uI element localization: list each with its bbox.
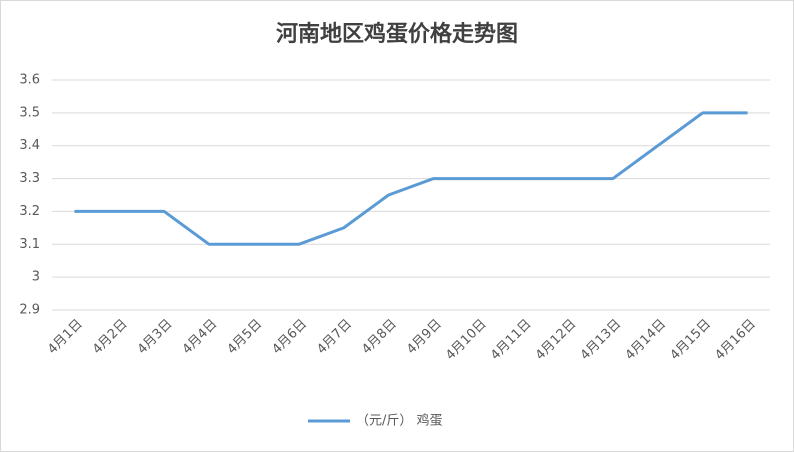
y-tick-label: 3.5 <box>19 105 40 120</box>
y-tick-label: 3.4 <box>19 138 40 153</box>
chart-title: 河南地区鸡蛋价格走势图 <box>276 21 518 47</box>
y-tick-label: 3 <box>32 270 40 285</box>
data-line <box>74 111 748 246</box>
y-tick-label: 3.6 <box>19 73 40 88</box>
y-tick-label: 3.1 <box>19 237 40 252</box>
y-tick-label: 3.3 <box>19 171 40 186</box>
legend-label: （元/斤） 鸡蛋 <box>356 413 443 429</box>
y-tick-label: 2.9 <box>19 303 40 318</box>
y-tick-label: 3.2 <box>19 204 40 219</box>
